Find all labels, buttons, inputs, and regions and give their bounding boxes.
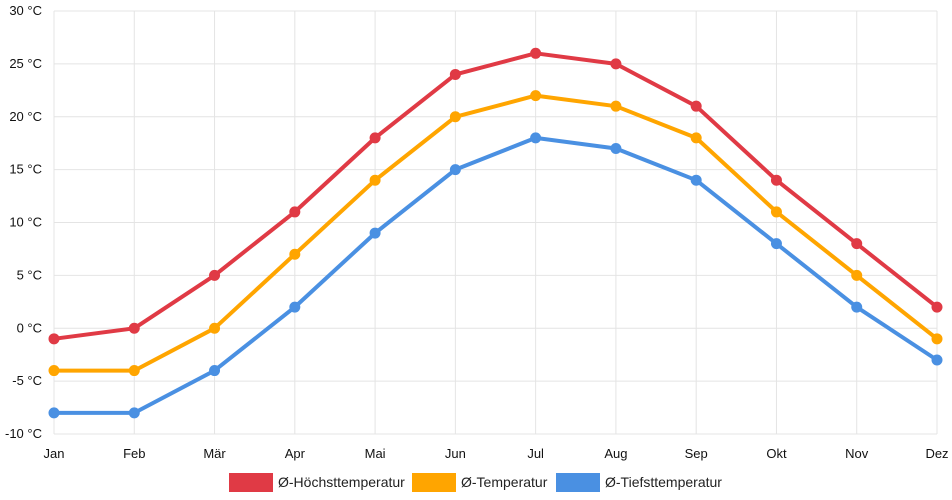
- x-tick-label: Mär: [203, 446, 226, 461]
- x-axis: Jan Feb Mär Apr Mai Jun Jul Aug Sep Okt Nov Dez: [44, 446, 949, 461]
- data-point: [690, 100, 702, 112]
- series-line: [52, 51, 939, 341]
- y-tick-label: 10 °C: [9, 215, 42, 230]
- x-tick-label: Sep: [685, 446, 708, 461]
- data-point: [449, 164, 461, 176]
- series-line: [52, 93, 939, 373]
- y-tick-label: 25 °C: [9, 56, 42, 71]
- data-point: [128, 407, 140, 419]
- data-point: [931, 354, 943, 366]
- series-layer: [48, 47, 943, 419]
- data-point: [369, 132, 381, 144]
- data-point: [851, 269, 863, 281]
- data-point: [770, 174, 782, 186]
- legend: Ø-Höchsttemperatur Ø-Temperatur Ø-Tiefstte…: [229, 473, 722, 492]
- legend-label: Ø-Tiefsttemperatur: [605, 474, 722, 490]
- data-point: [209, 269, 221, 281]
- data-point: [610, 100, 622, 112]
- legend-swatch: [412, 473, 456, 492]
- series-line: [52, 135, 939, 415]
- y-tick-label: -5 °C: [12, 373, 42, 388]
- data-point: [690, 174, 702, 186]
- data-point: [48, 407, 60, 419]
- data-point: [449, 68, 461, 80]
- data-point: [48, 333, 60, 345]
- data-point: [931, 301, 943, 313]
- series-3: [48, 132, 943, 419]
- x-tick-label: Aug: [604, 446, 627, 461]
- data-point: [128, 322, 140, 334]
- x-tick-label: Feb: [123, 446, 145, 461]
- data-point: [770, 238, 782, 250]
- legend-label: Ø-Höchsttemperatur: [278, 474, 405, 490]
- x-tick-label: Apr: [285, 446, 306, 461]
- data-point: [128, 365, 140, 377]
- data-point: [690, 132, 702, 144]
- series-1: [48, 47, 943, 345]
- data-point: [209, 322, 221, 334]
- data-point: [449, 111, 461, 123]
- data-point: [289, 248, 301, 260]
- x-tick-label: Mai: [365, 446, 386, 461]
- y-tick-label: 5 °C: [17, 267, 42, 282]
- data-point: [610, 58, 622, 70]
- y-tick-label: -10 °C: [5, 426, 42, 441]
- data-point: [48, 365, 60, 377]
- data-point: [289, 301, 301, 313]
- chart-grid: [53, 10, 938, 435]
- data-point: [369, 227, 381, 239]
- data-point: [530, 90, 542, 102]
- legend-item: Ø-Temperatur: [412, 473, 548, 492]
- x-tick-label: Nov: [845, 446, 869, 461]
- data-point: [931, 333, 943, 345]
- data-point: [851, 238, 863, 250]
- data-point: [369, 174, 381, 186]
- data-point: [610, 142, 622, 154]
- legend-swatch: [229, 473, 273, 492]
- data-point: [770, 206, 782, 218]
- x-tick-label: Jan: [44, 446, 65, 461]
- legend-label: Ø-Temperatur: [461, 474, 548, 490]
- x-tick-label: Jun: [445, 446, 466, 461]
- legend-item: Ø-Höchsttemperatur: [229, 473, 405, 492]
- x-tick-label: Okt: [766, 446, 787, 461]
- data-point: [851, 301, 863, 313]
- x-tick-label: Jul: [527, 446, 544, 461]
- legend-item: Ø-Tiefsttemperatur: [556, 473, 722, 492]
- y-tick-label: 15 °C: [9, 162, 42, 177]
- y-axis: -10 °C -5 °C 0 °C 5 °C 10 °C 15 °C 20 °C 25 °C 3…: [5, 3, 42, 441]
- data-point: [289, 206, 301, 218]
- y-tick-label: 20 °C: [9, 109, 42, 124]
- y-tick-label: 30 °C: [9, 3, 42, 18]
- x-tick-label: Dez: [925, 446, 948, 461]
- legend-swatch: [556, 473, 600, 492]
- data-point: [530, 47, 542, 59]
- y-tick-label: 0 °C: [17, 320, 42, 335]
- data-point: [209, 365, 221, 377]
- series-2: [48, 90, 943, 377]
- data-point: [530, 132, 542, 144]
